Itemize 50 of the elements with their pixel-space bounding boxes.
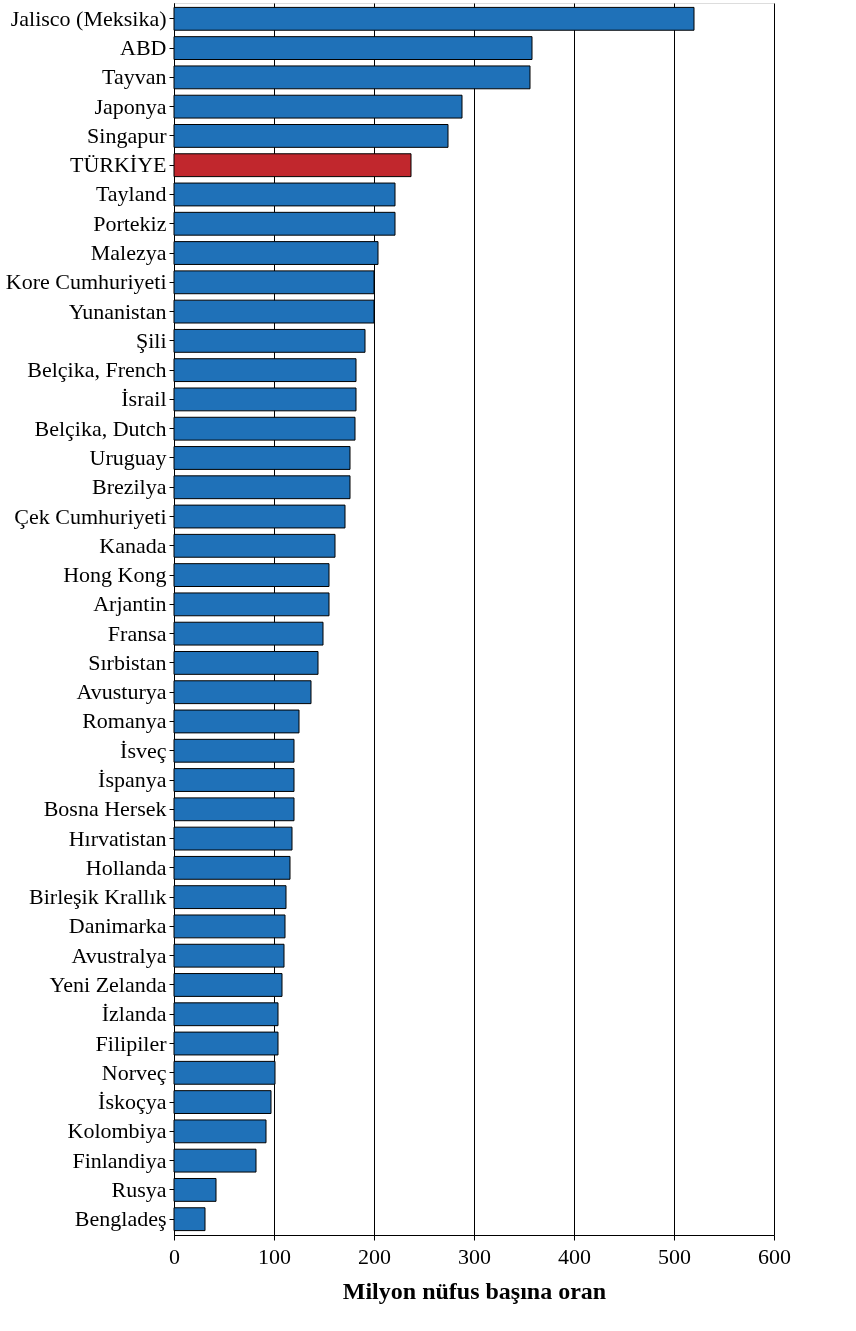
y-tick-label: Kolombiya (67, 1118, 167, 1144)
y-tick-label: Japonya (94, 93, 167, 119)
y-tick-label: Tayland (95, 181, 167, 207)
y-tick-label: İspanya (98, 767, 167, 793)
y-tick-label: Filipiler (95, 1030, 168, 1056)
y-tick-label: Fransa (107, 620, 167, 646)
x-tick-label: 300 (458, 1243, 491, 1269)
y-tick-label: Kanada (99, 532, 167, 558)
y-tick-label: Arjantin (93, 591, 167, 617)
y-tick-label: Malezya (90, 240, 167, 266)
y-tick-label: İskoçya (98, 1089, 167, 1115)
y-tick-label: Rusya (111, 1176, 167, 1202)
y-tick-label: ABD (120, 35, 167, 61)
x-tick-label: 0 (169, 1243, 180, 1269)
y-tick-label: Yunanistan (68, 298, 167, 324)
y-tick-label: Hırvatistan (68, 825, 167, 851)
x-tick-label: 500 (658, 1243, 691, 1269)
y-tick-label: Norveç (101, 1059, 167, 1085)
y-tick-label: Hong Kong (63, 562, 167, 588)
y-tick-label: Danimarka (68, 913, 167, 939)
x-tick-label: 400 (558, 1243, 591, 1269)
x-tick-label: 100 (258, 1243, 291, 1269)
y-tick-label: Portekiz (93, 210, 167, 236)
y-tick-label: İzlanda (101, 1001, 167, 1027)
y-tick-label: Hollanda (85, 854, 167, 880)
y-tick-label: TÜRKİYE (69, 152, 167, 178)
y-tick-label: Belçika, Dutch (34, 415, 167, 441)
y-tick-label: Şili (135, 327, 167, 353)
y-tick-label: Avusturya (76, 679, 167, 705)
y-tick-label: İsrail (121, 386, 167, 412)
y-tick-label: Jalisco (Meksika) (10, 5, 167, 31)
y-tick-label: Çek Cumhuriyeti (14, 503, 167, 529)
y-tick-label: Kore Cumhuriyeti (5, 269, 167, 295)
y-tick-label: İsveç (120, 737, 167, 763)
y-tick-label: Romanya (82, 708, 167, 734)
y-tick-label: Singapur (87, 122, 168, 148)
x-tick-label: 600 (758, 1243, 791, 1269)
y-tick-label: Tayvan (102, 64, 167, 90)
y-tick-label: Finlandiya (72, 1147, 167, 1173)
y-tick-label: Bengladeş (74, 1206, 167, 1232)
y-tick-label: Brezilya (91, 474, 167, 500)
x-tick-label: 200 (358, 1243, 391, 1269)
y-tick-label: Uruguay (89, 444, 167, 470)
y-tick-label: Yeni Zelanda (49, 971, 167, 997)
x-axis-title: Milyon nüfus başına oran (342, 1277, 607, 1304)
y-tick-label: Avustralya (71, 942, 167, 968)
y-tick-label: Bosna Hersek (43, 796, 167, 822)
y-tick-label: Belçika, French (27, 357, 167, 383)
y-tick-label: Birleşik Krallık (29, 884, 167, 910)
y-tick-label: Sırbistan (88, 649, 167, 675)
